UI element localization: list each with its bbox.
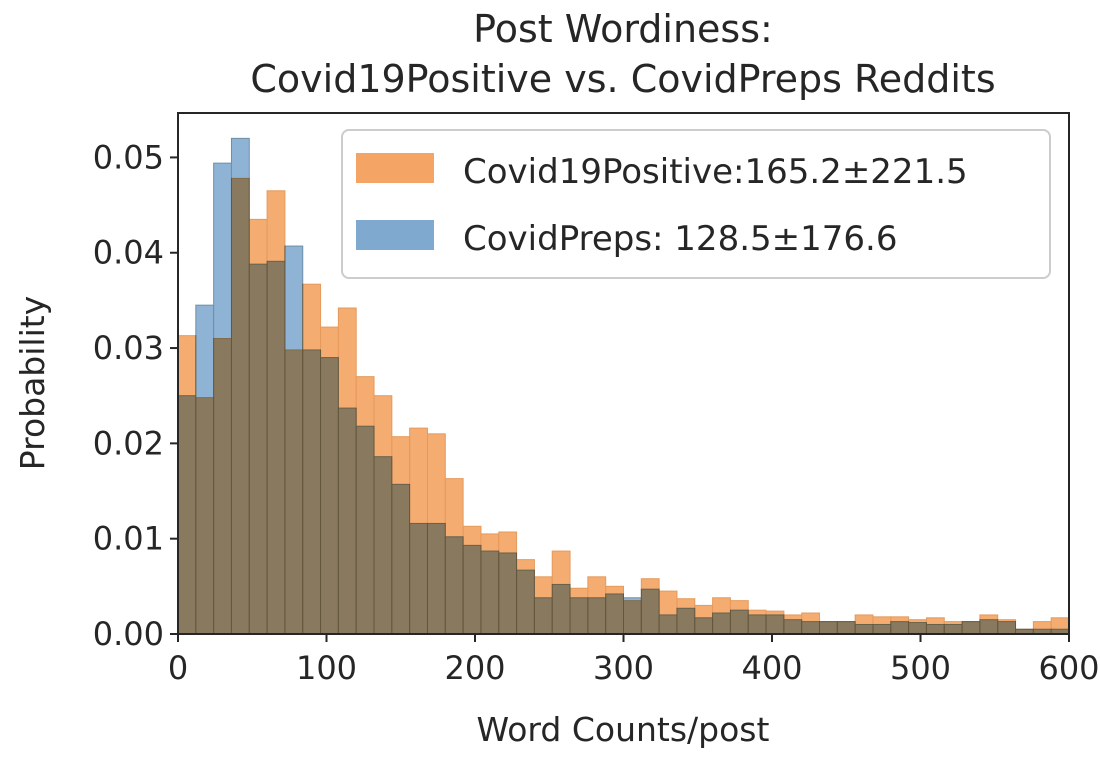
bar-covidpreps-44	[961, 621, 981, 635]
bar-covidpreps-3	[230, 137, 250, 635]
bar-covidpreps-7	[302, 349, 322, 635]
bar-covidpreps-31	[729, 609, 749, 635]
y-tick-label-2: 0.02	[93, 424, 164, 462]
bar-covidpreps-38	[854, 623, 874, 635]
legend-swatch-covidpreps	[356, 220, 434, 250]
bar-covidpreps-5	[266, 260, 286, 635]
bar-covidpreps-11	[373, 456, 393, 635]
x-tick-label-1: 100	[296, 649, 357, 687]
bar-covidpreps-20	[533, 597, 553, 635]
bar-covidpreps-26	[640, 588, 660, 635]
bar-covidpreps-28	[676, 607, 696, 635]
y-tick-label-5: 0.05	[93, 138, 164, 176]
legend-swatch-covid19positive	[356, 153, 434, 183]
chart-title: Post Wordiness:	[473, 7, 773, 51]
bar-covidpreps-46	[997, 621, 1017, 635]
bar-covidpreps-29	[694, 617, 714, 635]
x-tick-label-2: 200	[444, 649, 505, 687]
bar-covidpreps-42	[925, 623, 945, 635]
y-tick-label-4: 0.04	[93, 234, 164, 272]
bar-covidpreps-9	[337, 407, 357, 635]
legend-label-covid19positive: Covid19Positive:165.2±221.5	[463, 152, 968, 192]
bar-covidpreps-8	[320, 357, 339, 635]
bar-covidpreps-21	[551, 583, 571, 635]
bar-covidpreps-18	[498, 552, 518, 635]
bar-covidpreps-43	[943, 623, 963, 635]
x-tick-label-5: 500	[890, 649, 951, 687]
y-tick-label-0: 0.00	[93, 615, 164, 653]
bar-covidpreps-35	[801, 621, 821, 635]
bar-covidpreps-41	[908, 622, 927, 635]
bar-covidpreps-40	[890, 621, 910, 635]
bar-covidpreps-19	[516, 569, 535, 635]
bar-covidpreps-45	[979, 619, 999, 635]
y-axis: 0.00 0.01 0.02 0.03 0.04 0.05	[93, 138, 178, 653]
bar-covidpreps-25	[623, 597, 642, 635]
bar-covidpreps-17	[480, 550, 500, 635]
bar-covidpreps-1	[195, 304, 215, 635]
bar-covidpreps-36	[819, 621, 838, 635]
bar-covidpreps-14	[426, 522, 446, 635]
bar-covidpreps-23	[587, 597, 607, 635]
bar-covidpreps-16	[462, 544, 482, 635]
bar-covidpreps-32	[747, 614, 767, 635]
x-tick-label-6: 600	[1038, 649, 1099, 687]
x-tick-label-0: 0	[168, 649, 188, 687]
bar-covidpreps-2	[213, 162, 232, 635]
bar-covidpreps-13	[409, 522, 428, 635]
bar-covidpreps-27	[658, 614, 678, 635]
chart-subtitle: Covid19Positive vs. CovidPreps Reddits	[250, 57, 995, 101]
bar-covidpreps-24	[605, 593, 624, 635]
bar-covidpreps-15	[444, 536, 464, 635]
bar-covidpreps-30	[712, 612, 731, 635]
y-axis-label: Probability	[13, 296, 52, 470]
y-tick-label-1: 0.01	[93, 520, 164, 558]
x-axis-label: Word Counts/post	[477, 710, 770, 749]
x-tick-label-3: 300	[593, 649, 654, 687]
bar-covidpreps-22	[569, 597, 589, 635]
bar-covidpreps-4	[248, 263, 268, 635]
bar-covidpreps-10	[355, 425, 375, 635]
legend: Covid19Positive:165.2±221.5 CovidPreps: …	[341, 129, 1051, 279]
bar-covidpreps-12	[391, 483, 411, 635]
bar-covidpreps-39	[872, 623, 892, 635]
y-tick-label-3: 0.03	[93, 329, 164, 367]
bar-covidpreps-6	[284, 245, 304, 635]
legend-frame	[341, 129, 1051, 279]
bar-covidpreps-33	[765, 614, 785, 635]
bar-covidpreps-37	[836, 621, 856, 635]
x-axis: 0 100 200 300 400 500 600	[168, 634, 1100, 687]
bar-covidpreps-34	[783, 619, 803, 635]
bar-covidpreps-0	[177, 395, 197, 635]
legend-label-covidpreps: CovidPreps: 128.5±176.6	[463, 219, 897, 259]
x-tick-label-4: 400	[741, 649, 802, 687]
